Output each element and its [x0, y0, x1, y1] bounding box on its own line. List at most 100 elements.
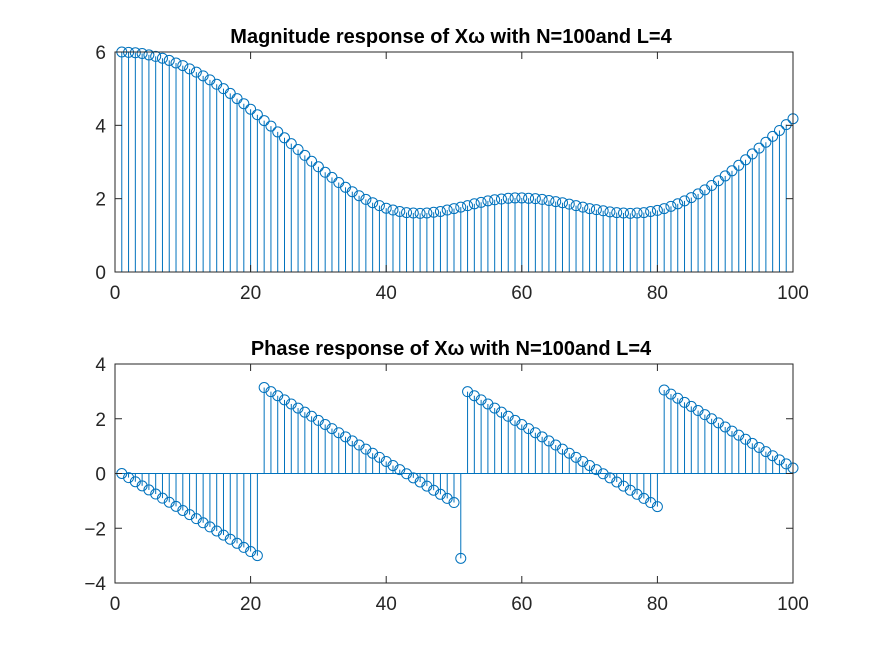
phase-marker	[556, 443, 568, 455]
magnitude-xtick-label: 20	[240, 283, 261, 304]
phase-marker	[251, 550, 263, 562]
magnitude-marker	[645, 206, 657, 217]
magnitude-marker	[163, 54, 175, 66]
magnitude-marker	[401, 207, 413, 219]
phase-ytick-label: 4	[95, 355, 106, 376]
magnitude-marker	[536, 193, 548, 205]
phase-marker	[516, 418, 528, 430]
phase-marker	[489, 402, 501, 414]
phase-marker	[509, 414, 521, 426]
magnitude-marker	[407, 207, 419, 219]
phase-marker	[624, 484, 636, 496]
phase-marker	[570, 451, 582, 463]
phase-marker	[584, 460, 596, 472]
phase-marker	[475, 394, 487, 406]
magnitude-xtick-label: 40	[376, 283, 397, 304]
magnitude-marker	[550, 196, 562, 208]
phase-marker	[346, 435, 358, 447]
phase-marker	[265, 386, 277, 398]
phase-xtick-label: 20	[240, 594, 261, 615]
phase-marker	[699, 409, 711, 421]
magnitude-marker	[733, 159, 745, 171]
phase-marker	[333, 427, 345, 439]
phase-ytick-label: 0	[95, 465, 106, 486]
magnitude-marker	[584, 203, 596, 215]
magnitude-markers	[116, 46, 799, 219]
phase-marker	[631, 488, 643, 500]
phase-stems	[115, 387, 794, 559]
phase-marker	[380, 455, 392, 467]
magnitude-marker	[292, 144, 304, 156]
phase-marker	[495, 406, 507, 418]
magnitude-marker	[177, 60, 189, 72]
magnitude-chart-title: Magnitude response of Xω with N=100and L…	[230, 26, 672, 48]
phase-marker	[773, 454, 785, 466]
magnitude-marker	[658, 203, 670, 215]
phase-axes: 0 20 40 60 80 100 −4 −2 0 2 4	[84, 355, 809, 615]
magnitude-ytick-label: 4	[95, 116, 106, 137]
phase-marker	[360, 443, 372, 455]
phase-marker	[170, 500, 182, 512]
magnitude-marker	[367, 197, 379, 209]
phase-marker	[719, 421, 731, 433]
phase-marker	[129, 476, 141, 488]
magnitude-marker	[570, 200, 582, 212]
phase-marker	[577, 455, 589, 467]
magnitude-marker	[611, 207, 623, 219]
phase-marker	[238, 541, 250, 553]
magnitude-marker	[143, 49, 155, 61]
phase-marker	[692, 405, 704, 417]
magnitude-marker	[312, 161, 324, 173]
phase-marker	[638, 492, 650, 504]
magnitude-marker	[136, 47, 148, 59]
phase-marker	[753, 441, 765, 453]
phase-marker	[740, 433, 752, 445]
magnitude-marker	[692, 188, 704, 200]
magnitude-marker	[516, 192, 528, 204]
phase-ytick-label: −4	[84, 574, 106, 595]
magnitude-marker	[590, 204, 602, 216]
phase-marker	[563, 447, 575, 459]
magnitude-marker	[767, 130, 779, 142]
phase-marker	[224, 533, 236, 545]
magnitude-marker	[495, 193, 507, 205]
phase-marker	[143, 484, 155, 496]
phase-marker	[455, 552, 467, 564]
magnitude-ytick-label: 6	[95, 43, 106, 64]
magnitude-xtick-label: 0	[110, 283, 121, 304]
phase-marker	[645, 497, 657, 509]
phase-marker	[123, 472, 135, 484]
phase-marker	[367, 447, 379, 459]
phase-marker	[353, 439, 365, 451]
magnitude-marker	[502, 192, 514, 204]
phase-chart-title: Phase response of Xω with N=100and L=4	[251, 338, 652, 360]
magnitude-marker	[394, 206, 406, 217]
phase-marker	[746, 437, 758, 449]
phase-marker	[407, 472, 419, 484]
phase-marker	[428, 484, 440, 496]
phase-marker	[285, 398, 297, 410]
phase-marker	[204, 521, 216, 533]
phase-marker	[679, 396, 691, 408]
phase-marker	[272, 390, 284, 402]
magnitude-marker	[760, 136, 772, 148]
magnitude-marker	[462, 200, 474, 212]
magnitude-marker	[523, 192, 535, 204]
magnitude-marker	[475, 196, 487, 208]
magnitude-stems	[115, 52, 794, 273]
phase-marker	[217, 529, 229, 541]
phase-marker	[136, 480, 148, 492]
phase-marker	[211, 525, 223, 537]
magnitude-marker	[245, 103, 257, 115]
magnitude-marker	[387, 204, 399, 216]
phase-marker	[279, 394, 290, 406]
phase-marker	[611, 476, 623, 488]
magnitude-marker	[543, 195, 555, 206]
phase-marker	[597, 468, 609, 480]
phase-marker	[523, 423, 535, 435]
phase-marker	[184, 509, 196, 521]
phase-marker	[733, 429, 745, 441]
magnitude-marker	[441, 204, 453, 216]
